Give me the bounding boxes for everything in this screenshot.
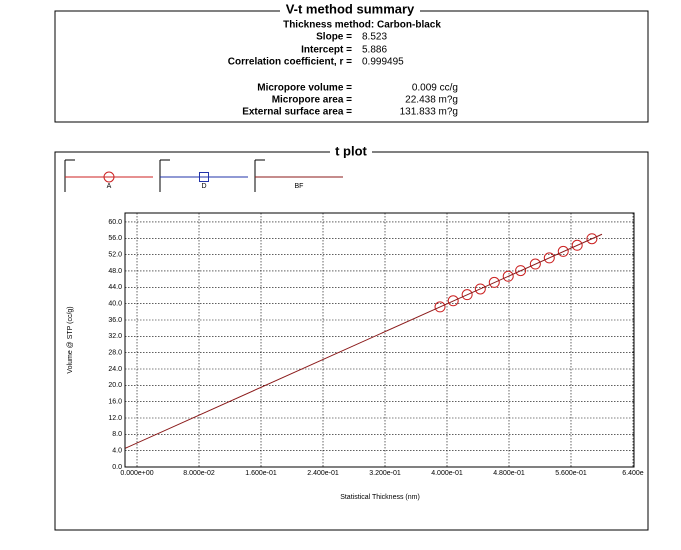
y-tick-label: 48.0 — [108, 268, 122, 275]
row-label: Slope = — [316, 32, 352, 43]
row-value: 22.438 m?g — [405, 95, 458, 106]
point — [586, 233, 598, 245]
y-tick-label: 12.0 — [108, 415, 122, 422]
x-tick-label: 1.600e-01 — [245, 470, 277, 477]
legend-label: A — [107, 183, 112, 190]
x-tick-label: 5.600e-01 — [555, 470, 587, 477]
summary-title: V-t method summary — [286, 1, 415, 16]
point — [461, 289, 473, 301]
y-tick-label: 28.0 — [108, 350, 122, 357]
x-tick-label: 8.000e-02 — [183, 470, 215, 477]
point — [502, 270, 514, 282]
x-tick-label: 2.400e-01 — [307, 470, 339, 477]
x-tick-label: 6.400e — [622, 470, 644, 477]
y-axis-label: Volume @ STP (cc/g) — [67, 306, 74, 373]
method: Thickness method: Carbon-black — [283, 20, 441, 31]
chart-title-bg — [330, 144, 372, 160]
x-tick-label: 4.800e-01 — [493, 470, 525, 477]
row-label: Intercept = — [301, 45, 352, 56]
y-tick-label: 8.0 — [112, 431, 122, 438]
y-tick-label: 16.0 — [108, 399, 122, 406]
row-label: Micropore area = — [272, 95, 352, 106]
row-label: External surface area = — [242, 107, 352, 118]
legend-label: BF — [295, 183, 304, 190]
y-tick-label: 20.0 — [108, 382, 122, 389]
point — [447, 295, 459, 307]
legend-marker — [199, 172, 209, 182]
point — [557, 245, 569, 257]
legend-label: D — [201, 183, 206, 190]
point — [571, 239, 583, 251]
y-tick-label: 4.0 — [112, 448, 122, 455]
chart-title: t plot — [335, 143, 367, 158]
y-tick-label: 60.0 — [108, 219, 122, 226]
y-tick-label: 32.0 — [108, 333, 122, 340]
y-tick-label: 40.0 — [108, 300, 122, 307]
y-tick-label: 24.0 — [108, 366, 122, 373]
fit-line — [125, 233, 603, 449]
row-label: Micropore volume = — [257, 83, 352, 94]
x-axis-label: Statistical Thickness (nm) — [340, 494, 420, 501]
plot-area — [124, 212, 635, 468]
x-tick-label: 3.200e-01 — [369, 470, 401, 477]
row-value: 0.009 cc/g — [412, 83, 458, 94]
row-label: Correlation coefficient, r = — [228, 57, 352, 68]
y-tick-label: 36.0 — [108, 317, 122, 324]
summary-title-bg — [280, 3, 420, 17]
row-value: 0.999495 — [362, 57, 404, 68]
point — [515, 265, 527, 277]
point — [543, 252, 555, 264]
point — [488, 276, 500, 288]
y-tick-label: 0.0 — [112, 464, 122, 471]
point — [529, 258, 541, 270]
x-tick-label: 4.000e-01 — [431, 470, 463, 477]
y-tick-label: 52.0 — [108, 251, 122, 258]
y-tick-label: 56.0 — [108, 235, 122, 242]
legend-marker — [103, 171, 115, 183]
x-tick-label: 0.000e+00 — [120, 470, 153, 477]
row-value: 5.886 — [362, 45, 387, 56]
y-tick-label: 44.0 — [108, 284, 122, 291]
row-value: 8.523 — [362, 32, 387, 43]
point — [474, 283, 486, 295]
row-value: 131.833 m?g — [400, 107, 458, 118]
point — [434, 301, 446, 313]
